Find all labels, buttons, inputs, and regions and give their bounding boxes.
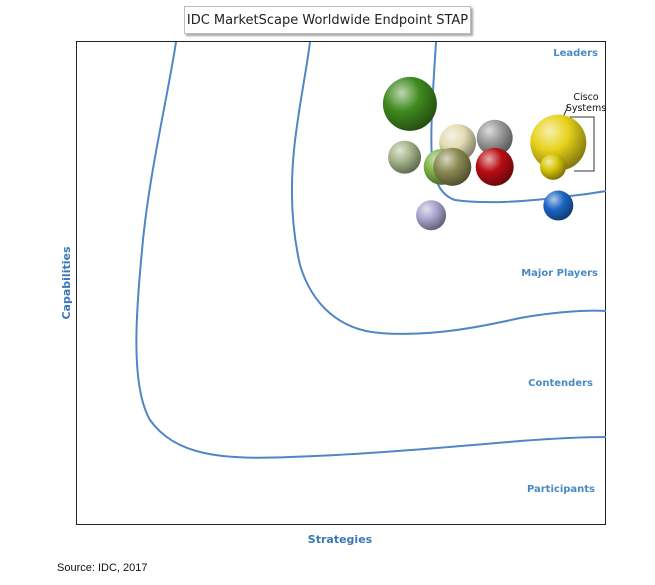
bubble-label: Cisco Systems <box>566 92 606 114</box>
bubble-point <box>540 153 566 180</box>
major-players-boundary-curve <box>135 41 607 459</box>
region-label-major-players: Major Players <box>521 268 598 279</box>
chart-title: IDC MarketScape Worldwide Endpoint STAP <box>184 6 471 34</box>
bubble-point <box>433 147 472 186</box>
region-label-participants: Participants <box>527 484 595 495</box>
bubble-point <box>382 76 437 131</box>
boundary-curves <box>135 41 607 459</box>
bubble-point <box>416 200 447 231</box>
bubble-point <box>475 147 514 186</box>
x-axis-label: Strategies <box>308 533 373 546</box>
leaders-boundary-curve <box>291 41 607 335</box>
bubble-point <box>388 140 422 174</box>
y-axis-label: Capabilities <box>60 246 73 319</box>
region-label-contenders: Contenders <box>528 378 593 389</box>
inner-leaders-curve <box>430 41 607 204</box>
bubble-point <box>530 114 587 171</box>
region-label-leaders: Leaders <box>553 48 598 59</box>
plot-area <box>76 41 606 525</box>
bubble-series <box>382 76 587 231</box>
bubble-point <box>476 119 513 156</box>
cisco-bracket-line <box>570 116 595 172</box>
bubble-point <box>543 190 574 221</box>
bubble-labels: Cisco Systems <box>566 92 606 114</box>
source-note: Source: IDC, 2017 <box>57 562 148 574</box>
